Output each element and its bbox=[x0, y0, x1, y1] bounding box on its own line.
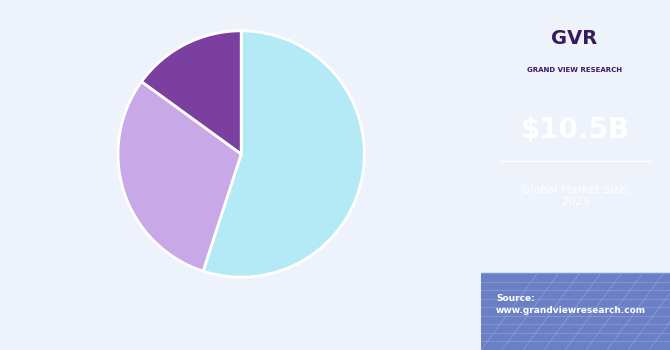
Text: Global Market Size,
2023: Global Market Size, 2023 bbox=[522, 185, 629, 207]
Text: GVR: GVR bbox=[551, 29, 598, 48]
Wedge shape bbox=[203, 31, 364, 277]
Text: $10.5B: $10.5B bbox=[521, 116, 630, 144]
Text: Source:
www.grandviewresearch.com: Source: www.grandviewresearch.com bbox=[496, 294, 647, 315]
Text: GRAND VIEW RESEARCH: GRAND VIEW RESEARCH bbox=[527, 67, 622, 73]
Wedge shape bbox=[141, 31, 241, 154]
Wedge shape bbox=[118, 82, 241, 271]
Bar bbox=[481, 273, 670, 350]
